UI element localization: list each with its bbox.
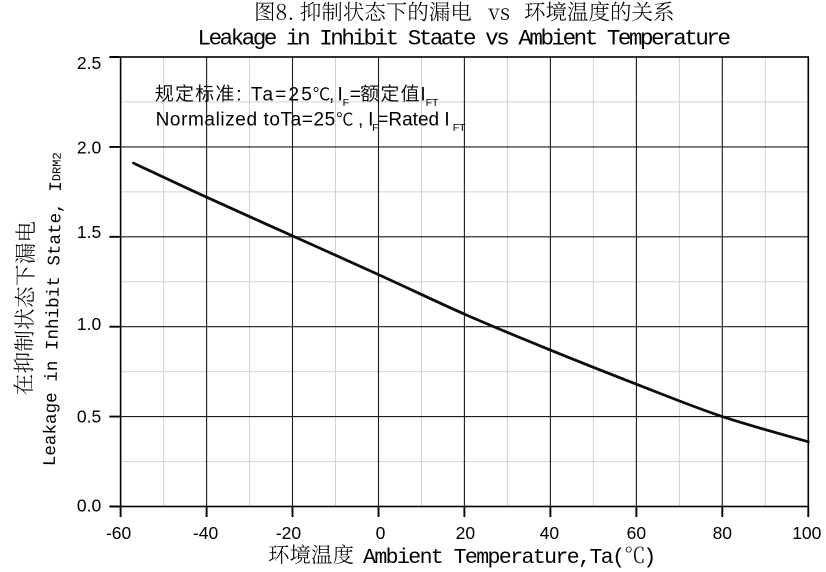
svg-text:Normalized toTa=25: Normalized toTa=25 bbox=[156, 110, 336, 131]
svg-text:FT: FT bbox=[453, 122, 466, 134]
svg-text:80: 80 bbox=[713, 523, 733, 543]
svg-text:-60: -60 bbox=[106, 523, 132, 543]
svg-text:0.0: 0.0 bbox=[77, 495, 102, 515]
svg-text:): ) bbox=[643, 546, 656, 570]
svg-text:Leakage in Inhibit Staate vs A: Leakage in Inhibit Staate vs Ambient Tem… bbox=[198, 26, 732, 52]
svg-text:2.0: 2.0 bbox=[77, 137, 102, 157]
svg-text:-20: -20 bbox=[276, 523, 302, 543]
svg-text:-40: -40 bbox=[193, 523, 219, 543]
svg-text:100: 100 bbox=[792, 523, 821, 543]
svg-text:I: I bbox=[368, 110, 373, 131]
svg-text:Ambient Temperature,Ta(: Ambient Temperature,Ta( bbox=[363, 546, 625, 570]
svg-text:0: 0 bbox=[376, 523, 386, 543]
svg-text:,: , bbox=[329, 84, 334, 105]
svg-text:1.0: 1.0 bbox=[77, 314, 102, 334]
svg-text:I: I bbox=[420, 84, 425, 105]
svg-text:40: 40 bbox=[540, 523, 560, 543]
svg-text:,: , bbox=[358, 110, 363, 131]
svg-text:60: 60 bbox=[627, 523, 647, 543]
svg-text:I: I bbox=[337, 84, 342, 105]
svg-text:=Rated I: =Rated I bbox=[377, 110, 449, 131]
svg-text:2.5: 2.5 bbox=[77, 53, 101, 73]
svg-text:1.5: 1.5 bbox=[77, 222, 101, 242]
svg-text:FT: FT bbox=[426, 97, 439, 109]
svg-text:=: = bbox=[350, 84, 361, 105]
svg-text:20: 20 bbox=[456, 523, 476, 543]
svg-text:F: F bbox=[372, 123, 378, 134]
svg-text:F: F bbox=[343, 97, 349, 109]
svg-text:0.5: 0.5 bbox=[77, 407, 101, 427]
